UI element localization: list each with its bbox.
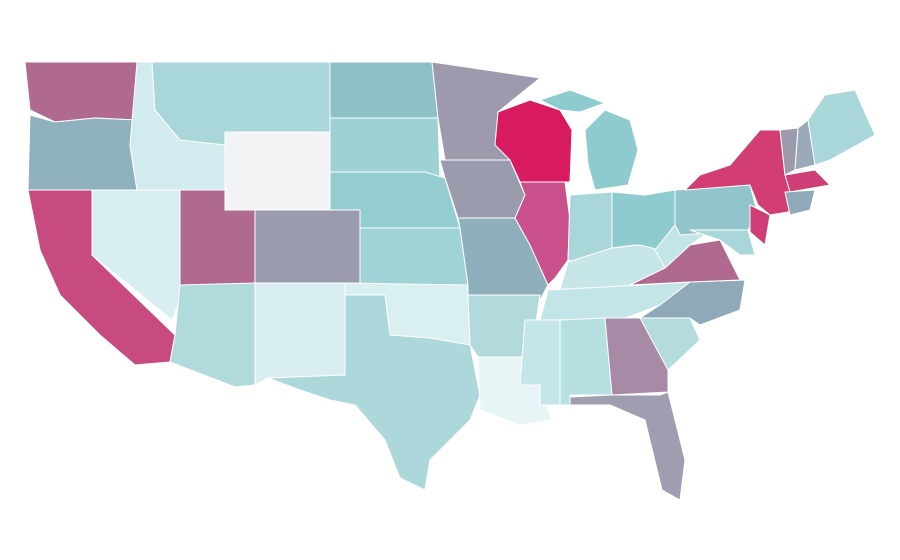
state [224,131,331,211]
state [267,294,481,491]
state [494,99,573,183]
state [514,181,571,286]
state [254,282,346,386]
state [807,89,876,166]
state [689,229,756,256]
state [749,204,771,246]
state [674,184,759,236]
state [24,61,138,123]
state [784,169,831,193]
state [27,114,138,191]
state [584,109,639,191]
state [254,209,361,284]
states [24,61,876,501]
state [569,391,686,501]
state [359,227,469,286]
state [329,117,441,181]
state [329,61,439,119]
state [559,317,613,406]
state [784,189,816,216]
state [539,89,606,113]
